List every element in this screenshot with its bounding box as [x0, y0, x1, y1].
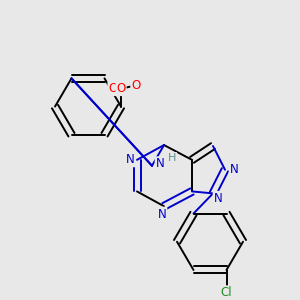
Text: N: N — [156, 157, 164, 170]
Text: N: N — [214, 192, 222, 205]
Text: N: N — [230, 163, 238, 176]
Text: N: N — [126, 153, 134, 167]
Text: H: H — [168, 153, 176, 163]
Text: N: N — [158, 208, 166, 220]
Text: O: O — [108, 82, 118, 95]
Text: O: O — [116, 82, 126, 95]
Text: Cl: Cl — [221, 286, 232, 299]
Text: O: O — [131, 79, 140, 92]
